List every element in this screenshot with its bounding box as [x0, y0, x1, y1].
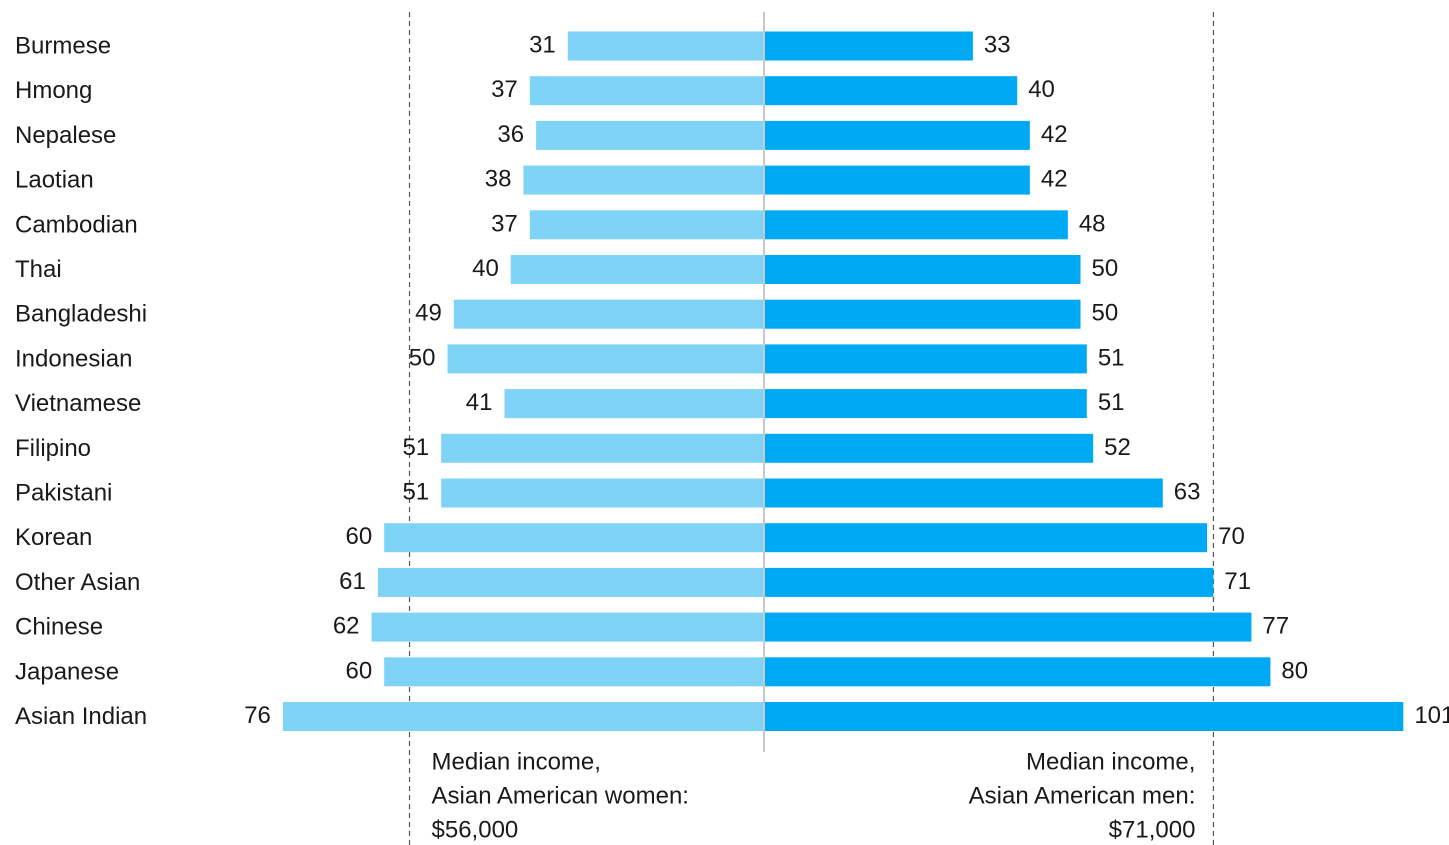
- median-annotation-left: $56,000: [432, 817, 519, 844]
- bar-men: [764, 567, 1214, 597]
- value-label-women: 36: [497, 121, 524, 148]
- bar-women: [536, 120, 764, 150]
- value-label-women: 31: [529, 32, 556, 59]
- value-label-men: 71: [1224, 568, 1251, 595]
- value-label-men: 63: [1174, 479, 1201, 506]
- bar-women: [523, 165, 764, 195]
- bar-men: [764, 433, 1094, 463]
- category-label: Asian Indian: [15, 703, 147, 730]
- value-label-women: 49: [415, 300, 442, 327]
- bar-women: [447, 344, 764, 374]
- bar-women: [282, 702, 764, 731]
- category-label: Burmese: [15, 33, 111, 60]
- value-label-women: 62: [333, 613, 360, 640]
- category-label: Japanese: [15, 658, 119, 685]
- category-label: Cambodian: [15, 211, 138, 238]
- value-label-men: 51: [1098, 344, 1125, 371]
- value-label-men: 48: [1079, 210, 1106, 237]
- bar-men: [764, 657, 1271, 687]
- bar-women: [441, 478, 764, 508]
- median-annotation-right: Asian American men:: [969, 783, 1196, 810]
- value-label-women: 60: [345, 657, 372, 684]
- bar-women: [384, 657, 764, 687]
- category-label: Pakistani: [15, 480, 112, 507]
- bar-men: [764, 120, 1030, 150]
- bar-women: [371, 612, 764, 642]
- bar-men: [764, 523, 1208, 553]
- bar-women: [453, 299, 764, 329]
- category-label: Chinese: [15, 614, 103, 641]
- bar-men: [764, 165, 1030, 195]
- category-label: Korean: [15, 524, 92, 551]
- value-label-men: 50: [1092, 255, 1119, 282]
- bar-men: [764, 76, 1018, 106]
- bar-women: [529, 76, 764, 106]
- value-label-women: 61: [339, 568, 366, 595]
- bar-women: [441, 433, 764, 463]
- bar-men: [764, 31, 973, 61]
- value-label-men: 51: [1098, 389, 1125, 416]
- category-label: Indonesian: [15, 345, 132, 372]
- value-label-men: 77: [1262, 613, 1289, 640]
- bar-men: [764, 612, 1252, 642]
- category-label: Bangladeshi: [15, 301, 147, 328]
- category-label: Nepalese: [15, 122, 116, 149]
- category-label: Hmong: [15, 77, 92, 104]
- value-label-men: 52: [1104, 434, 1131, 461]
- value-label-men: 101: [1414, 702, 1449, 729]
- bar-women: [567, 31, 764, 61]
- value-labels: 31 33 37 40 36 42 38 42 37 48 40 50 49 50 50 51 41 51 51 52…: [244, 32, 1449, 730]
- category-labels: Burmese Hmong Nepalese Laotian Cambodian Thai…: [15, 33, 147, 731]
- value-label-men: 70: [1218, 523, 1245, 550]
- bar-women: [529, 210, 764, 240]
- value-label-women: 50: [409, 344, 436, 371]
- value-label-women: 37: [491, 210, 518, 237]
- category-label: Laotian: [15, 167, 94, 194]
- bar-women: [384, 523, 764, 553]
- median-annotation-right: Median income,: [1026, 749, 1195, 776]
- category-label: Thai: [15, 256, 62, 283]
- bar-women: [510, 255, 764, 284]
- value-label-men: 50: [1092, 300, 1119, 327]
- value-label-men: 80: [1281, 657, 1308, 684]
- value-label-women: 51: [402, 479, 429, 506]
- value-label-men: 42: [1041, 166, 1068, 193]
- value-label-men: 42: [1041, 121, 1068, 148]
- value-label-men: 33: [984, 32, 1011, 59]
- bar-men: [764, 478, 1163, 508]
- median-annotation-left: Asian American women:: [432, 783, 689, 810]
- bar-men: [764, 344, 1087, 374]
- value-label-women: 76: [244, 702, 271, 729]
- bar-men: [764, 702, 1404, 731]
- value-label-women: 37: [491, 76, 518, 103]
- value-label-women: 40: [472, 255, 499, 282]
- bar-men: [764, 389, 1087, 419]
- bars: [282, 31, 1404, 731]
- value-label-men: 40: [1028, 76, 1055, 103]
- median-annotation-left: Median income,: [432, 749, 601, 776]
- category-label: Vietnamese: [15, 390, 141, 417]
- value-label-women: 41: [466, 389, 493, 416]
- category-label: Filipino: [15, 435, 91, 462]
- median-annotations: Median income, Asian American women: $56,0…: [432, 749, 1196, 844]
- value-label-women: 51: [402, 434, 429, 461]
- value-label-women: 60: [345, 523, 372, 550]
- median-annotation-right: $71,000: [1109, 817, 1196, 844]
- bar-men: [764, 299, 1081, 329]
- category-label: Other Asian: [15, 569, 140, 596]
- bar-men: [764, 210, 1068, 240]
- bar-women: [377, 567, 764, 597]
- bar-women: [504, 389, 764, 419]
- bar-men: [764, 255, 1081, 284]
- value-label-women: 38: [485, 166, 512, 193]
